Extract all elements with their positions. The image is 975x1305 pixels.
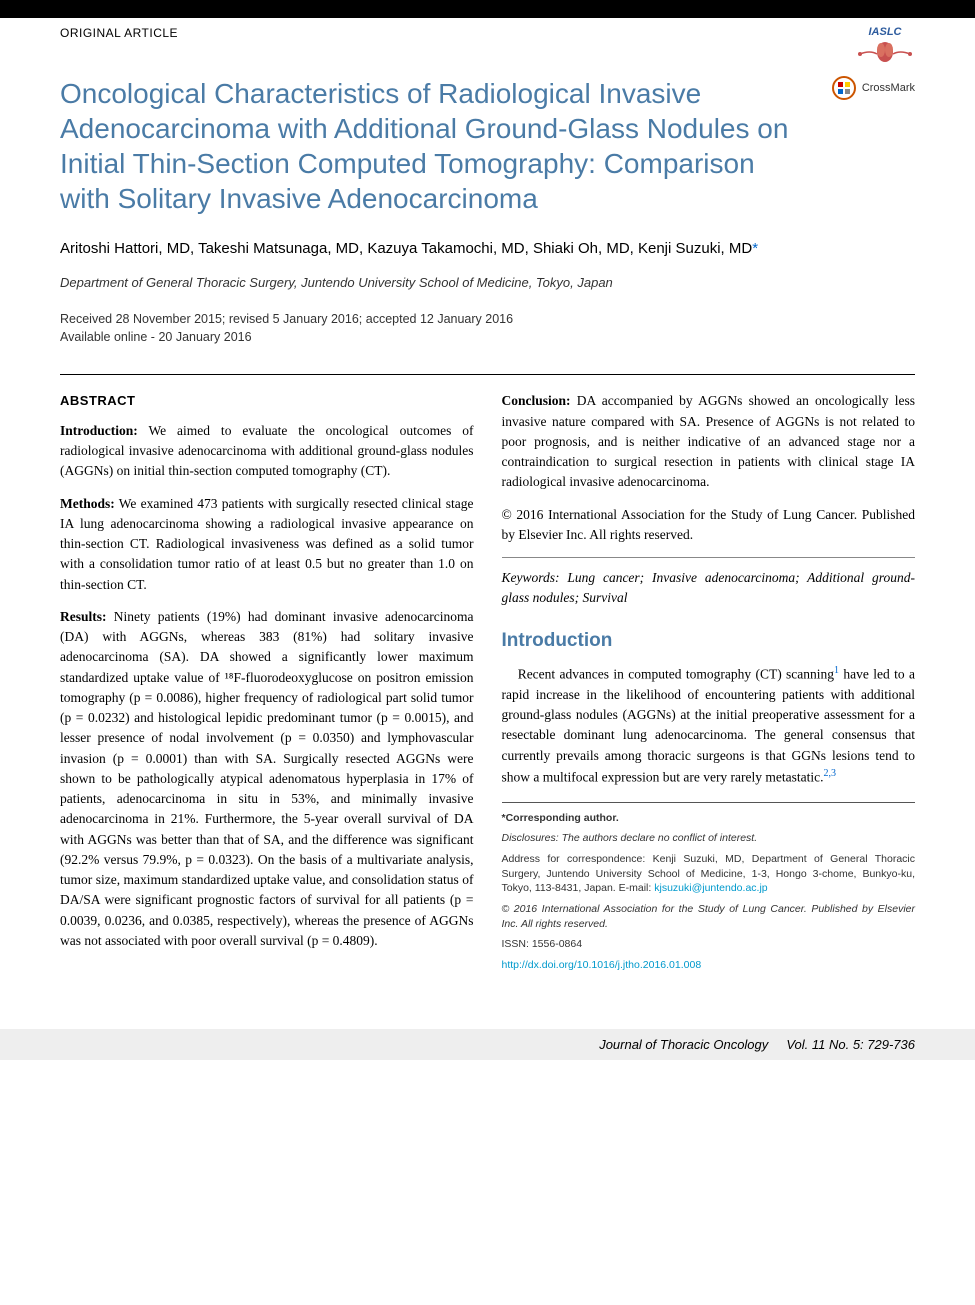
dates-line2: Available online - 20 January 2016: [60, 328, 915, 346]
footnote-issn: ISSN: 1556-0864: [502, 937, 916, 952]
intro-mid: have led to a rapid increase in the like…: [502, 667, 916, 785]
abstract-copyright: © 2016 International Association for the…: [502, 505, 916, 546]
keywords-divider: [502, 557, 916, 558]
corresponding-email[interactable]: kjsuzuki@juntendo.ac.jp: [654, 882, 767, 894]
affiliation: Department of General Thoracic Surgery, …: [60, 275, 915, 290]
footnote-copyright: © 2016 International Association for the…: [502, 902, 916, 931]
footnote-doi[interactable]: http://dx.doi.org/10.1016/j.jtho.2016.01…: [502, 958, 916, 973]
abstract-methods: Methods: We examined 473 patients with s…: [60, 494, 474, 595]
crossmark-icon: [832, 76, 856, 100]
footnote-address: Address for correspondence: Kenji Suzuki…: [502, 852, 916, 896]
intro-label: Introduction:: [60, 423, 138, 438]
introduction-paragraph: Recent advances in computed tomography (…: [502, 663, 916, 788]
two-column-body: ABSTRACT Introduction: We aimed to evalu…: [60, 391, 915, 978]
logo-cluster: IASLC: [855, 26, 915, 64]
page-footer: Journal of Thoracic Oncology Vol. 11 No.…: [0, 1029, 975, 1060]
abstract-heading: ABSTRACT: [60, 391, 474, 411]
dates-line1: Received 28 November 2015; revised 5 Jan…: [60, 310, 915, 328]
intro-before-ref: Recent advances in computed tomography (…: [518, 667, 834, 682]
abstract-intro: Introduction: We aimed to evaluate the o…: [60, 421, 474, 482]
author-list: Aritoshi Hattori, MD, Takeshi Matsunaga,…: [60, 238, 915, 259]
top-black-bar: [0, 0, 975, 18]
footnote-block: *Corresponding author. Disclosures: The …: [502, 802, 916, 973]
crossmark-label: CrossMark: [862, 82, 915, 94]
abstract-conclusion: Conclusion: DA accompanied by AGGNs show…: [502, 391, 916, 492]
results-label: Results:: [60, 609, 107, 624]
iaslc-logo: IASLC: [855, 26, 915, 64]
keywords-label: Keywords:: [502, 570, 560, 585]
header-row: ORIGINAL ARTICLE IASLC: [60, 26, 915, 64]
article-type-label: ORIGINAL ARTICLE: [60, 26, 178, 40]
intro-section: Introduction Recent advances in computed…: [502, 627, 916, 788]
introduction-heading: Introduction: [502, 627, 916, 656]
footnote-corresponding: *Corresponding author.: [502, 811, 916, 826]
title-block: Oncological Characteristics of Radiologi…: [60, 76, 915, 216]
page-content: ORIGINAL ARTICLE IASLC Onc: [0, 26, 975, 1009]
keywords-text: Lung cancer; Invasive adenocarcinoma; Ad…: [502, 570, 916, 605]
ref-2-3[interactable]: 2,3: [824, 768, 837, 779]
footnote-disclosures: Disclosures: The authors declare no conf…: [502, 831, 916, 846]
methods-text: We examined 473 patients with surgically…: [60, 496, 474, 592]
article-title: Oncological Characteristics of Radiologi…: [60, 76, 812, 216]
methods-label: Methods:: [60, 496, 115, 511]
iaslc-icon: [855, 40, 915, 64]
abstract-results: Results: Ninety patients (19%) had domin…: [60, 607, 474, 951]
results-text: Ninety patients (19%) had dominant invas…: [60, 609, 474, 948]
footer-journal: Journal of Thoracic Oncology: [599, 1037, 768, 1052]
authors-text: Aritoshi Hattori, MD, Takeshi Matsunaga,…: [60, 240, 752, 257]
article-dates: Received 28 November 2015; revised 5 Jan…: [60, 310, 915, 346]
corresponding-asterisk: *: [752, 240, 758, 257]
horizontal-divider: [60, 374, 915, 375]
iaslc-text: IASLC: [869, 26, 902, 38]
footer-issue: Vol. 11 No. 5: 729-736: [786, 1037, 915, 1052]
footnote-divider: [502, 802, 916, 803]
keywords: Keywords: Lung cancer; Invasive adenocar…: [502, 568, 916, 609]
conclusion-label: Conclusion:: [502, 393, 571, 408]
crossmark-badge[interactable]: CrossMark: [832, 76, 915, 100]
